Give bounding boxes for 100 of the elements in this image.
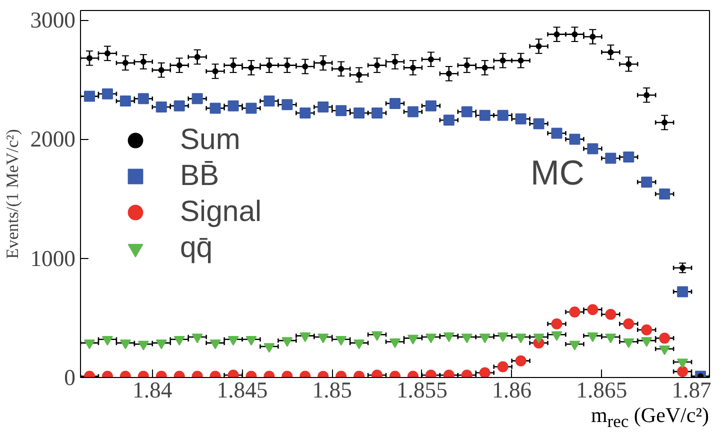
point xyxy=(194,54,200,60)
point xyxy=(428,56,434,62)
point xyxy=(390,98,400,109)
point xyxy=(659,188,670,200)
point xyxy=(551,318,562,330)
legend-label: Sum xyxy=(180,122,240,156)
point xyxy=(569,134,580,145)
point xyxy=(300,332,311,342)
point xyxy=(533,334,544,344)
point xyxy=(623,338,634,348)
point xyxy=(446,70,452,77)
point xyxy=(86,55,92,62)
point xyxy=(392,58,398,65)
point xyxy=(84,340,95,350)
y-tick-label: 1000 xyxy=(30,246,76,271)
point xyxy=(264,343,275,353)
point xyxy=(138,93,149,104)
point xyxy=(390,338,400,348)
point xyxy=(425,100,436,112)
point xyxy=(659,332,670,344)
point xyxy=(551,331,562,341)
point xyxy=(158,67,164,74)
point xyxy=(680,264,686,271)
point xyxy=(464,62,470,68)
point xyxy=(156,340,167,350)
x-tick-label: 1.84 xyxy=(132,378,172,402)
point xyxy=(536,43,542,50)
point xyxy=(479,334,490,344)
legend-label: Signal xyxy=(180,194,262,228)
point xyxy=(174,336,185,346)
point xyxy=(497,361,508,372)
point xyxy=(228,336,239,346)
point xyxy=(356,72,362,78)
point xyxy=(318,102,329,113)
point xyxy=(662,120,668,126)
point xyxy=(572,31,578,38)
annotation: MC xyxy=(530,154,584,192)
point xyxy=(336,336,347,346)
point xyxy=(410,64,416,71)
point xyxy=(518,58,524,64)
point xyxy=(192,334,203,344)
point xyxy=(443,114,454,126)
point xyxy=(482,64,488,71)
point xyxy=(230,62,236,68)
point xyxy=(138,340,149,350)
point xyxy=(102,88,113,100)
point xyxy=(590,34,596,40)
point xyxy=(122,60,128,66)
y-axis-title: Events/(1 MeV/c²) xyxy=(3,128,22,259)
point xyxy=(587,304,598,316)
point xyxy=(644,92,650,98)
point xyxy=(569,306,580,318)
point xyxy=(354,107,365,118)
point xyxy=(246,336,257,346)
point xyxy=(176,62,182,68)
point xyxy=(587,143,598,154)
point xyxy=(120,340,131,350)
point xyxy=(210,340,221,350)
point xyxy=(84,90,95,102)
point xyxy=(338,66,344,72)
point xyxy=(497,332,508,342)
y-tick-label: 0 xyxy=(64,365,76,390)
point xyxy=(461,106,472,118)
point xyxy=(554,31,560,38)
point xyxy=(407,106,418,118)
point xyxy=(461,334,472,344)
point xyxy=(264,96,275,107)
point xyxy=(605,334,616,344)
point xyxy=(266,62,272,68)
point xyxy=(479,110,490,121)
point xyxy=(659,346,670,356)
point xyxy=(626,61,632,68)
point xyxy=(354,340,365,350)
point xyxy=(284,62,290,68)
point xyxy=(372,107,383,118)
x-tick-label: 1.845 xyxy=(216,378,268,402)
point xyxy=(120,96,131,107)
point xyxy=(515,355,526,366)
point xyxy=(587,332,598,342)
point xyxy=(497,110,508,121)
point xyxy=(500,58,506,64)
point xyxy=(246,102,257,114)
point xyxy=(282,337,293,347)
point xyxy=(569,340,580,350)
point xyxy=(300,107,311,118)
x-tick-label: 1.87 xyxy=(672,378,712,402)
point xyxy=(104,50,110,56)
legend-label: qq̄ xyxy=(180,230,213,264)
point xyxy=(336,105,347,116)
point xyxy=(533,118,544,130)
point xyxy=(140,58,146,65)
point xyxy=(677,358,688,368)
point xyxy=(192,93,203,104)
point xyxy=(372,331,383,341)
point xyxy=(641,176,652,188)
point xyxy=(605,308,616,320)
point xyxy=(374,62,380,68)
point xyxy=(248,64,254,71)
point xyxy=(212,68,218,74)
point xyxy=(425,334,436,344)
